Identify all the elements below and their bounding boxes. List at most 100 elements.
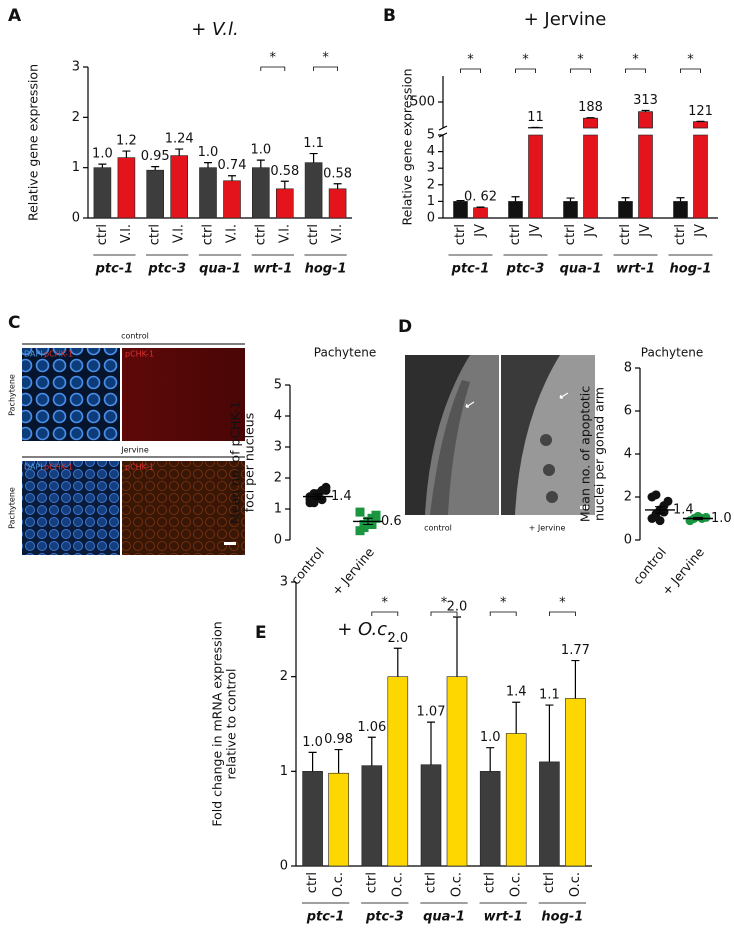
bar — [638, 134, 653, 219]
bar — [170, 155, 188, 219]
x-tick-label: V.l. — [277, 224, 292, 243]
value-label: 0. 62 — [464, 190, 497, 205]
chart-title: + V.l. — [191, 19, 239, 40]
micrograph-c: control DAPI pCHK-1 pCHK-1 Jervine DAPI … — [8, 332, 245, 555]
error-bar — [655, 506, 665, 514]
nucleus — [543, 464, 555, 476]
x-tick-label: V.l. — [119, 224, 134, 243]
error-bar — [367, 736, 376, 766]
y-axis-label: Mean no. of pCHK-1 — [228, 401, 243, 524]
bar — [479, 771, 501, 867]
y-tick-label: 2 — [624, 490, 632, 505]
significance-bracket — [489, 611, 517, 616]
y-tick-label: 2 — [274, 471, 282, 486]
x-tick-label: control — [630, 545, 669, 588]
error-bar — [427, 721, 435, 765]
value-label: 0.6 — [381, 514, 402, 529]
error-bar — [98, 163, 107, 168]
error-bar — [313, 493, 323, 500]
bar — [93, 167, 112, 219]
value-label: 2.0 — [387, 631, 408, 646]
error-bar — [476, 206, 485, 208]
significance-label: * — [522, 53, 529, 68]
category-label: ptc-1 — [451, 262, 490, 277]
y-tick-label: 2 — [427, 177, 435, 192]
category-label: wrt-1 — [484, 910, 523, 925]
point — [317, 495, 327, 505]
y-tick-label: 4 — [624, 447, 632, 462]
error-bar — [566, 197, 575, 202]
panel-label: B — [383, 6, 396, 26]
bar — [199, 167, 217, 219]
significance-label: * — [270, 51, 277, 66]
x-tick-label: ctrl — [95, 224, 110, 245]
value-label: 1.4 — [331, 489, 352, 504]
y-axis-label: foci per nucleus — [242, 413, 257, 512]
significance-bracket — [371, 611, 399, 616]
error-bar — [571, 659, 580, 699]
x-tick-label: ctrl — [673, 224, 688, 245]
value-label: 1.4 — [506, 685, 527, 700]
condition-label: control — [121, 332, 149, 341]
bar — [328, 772, 349, 867]
x-tick-label: ctrl — [424, 872, 439, 893]
category-label: qua-1 — [423, 910, 465, 925]
x-tick-label: ctrl — [364, 872, 379, 893]
value-label: 1.4 — [673, 502, 694, 517]
category-label: hog-1 — [670, 262, 712, 277]
error-bar — [151, 166, 160, 171]
bar — [302, 771, 323, 867]
error-bar — [309, 152, 318, 163]
error-bar — [693, 516, 703, 521]
point — [371, 513, 381, 523]
y-axis-label: nuclei per gonad arm — [592, 387, 607, 521]
condition-label: Jervine — [120, 446, 149, 455]
x-tick-label: ctrl — [453, 224, 468, 245]
nucleus — [546, 491, 558, 503]
y-tick-label: 2 — [72, 110, 80, 125]
value-label: 0.58 — [270, 164, 299, 179]
error-bar — [453, 616, 461, 677]
x-tick-label: V.l. — [330, 224, 345, 243]
error-bar — [511, 196, 520, 202]
significance-bracket — [460, 68, 481, 73]
micrograph-d: control + Jervine — [405, 355, 595, 533]
x-tick-label: JV — [638, 224, 653, 238]
significance-label: * — [500, 596, 507, 611]
bar — [565, 698, 586, 867]
arrow — [465, 401, 475, 408]
x-tick-label: V.l. — [225, 224, 240, 243]
significance-label: * — [322, 51, 329, 66]
point — [701, 512, 711, 522]
y-tick-label: 0 — [427, 211, 435, 226]
significance-label: * — [467, 53, 474, 68]
error-bar — [512, 701, 521, 734]
value-label: 1.0 — [302, 735, 323, 750]
x-tick-label: V.l. — [172, 224, 187, 243]
significance-label: * — [687, 53, 694, 68]
error-bar — [393, 647, 402, 677]
value-label: 188 — [578, 100, 603, 115]
category-label: hog-1 — [541, 910, 583, 925]
x-tick-label: JV — [473, 224, 488, 238]
error-bar — [641, 109, 650, 112]
x-tick-label: + Jervine — [329, 544, 378, 598]
y-axis-label: Mean no. of apoptotic — [578, 386, 593, 522]
significance-bracket — [570, 68, 591, 73]
value-label: 1.0 — [198, 145, 219, 160]
channel-label: pCHK-1 — [44, 463, 73, 472]
significance-bracket — [313, 66, 338, 71]
x-tick-label: JV — [583, 224, 598, 238]
y-tick-label: 1 — [280, 764, 288, 779]
error-bar — [228, 175, 236, 181]
value-label: 1.0 — [92, 147, 113, 162]
value-label: 1.06 — [357, 720, 386, 735]
bar — [304, 162, 323, 219]
error-bar — [586, 117, 595, 119]
x-tick-label: O.c. — [568, 872, 583, 897]
image-dapi — [22, 348, 120, 441]
scale-bar — [580, 506, 589, 509]
point — [659, 507, 669, 517]
chart-title: + Jervine — [524, 9, 607, 30]
